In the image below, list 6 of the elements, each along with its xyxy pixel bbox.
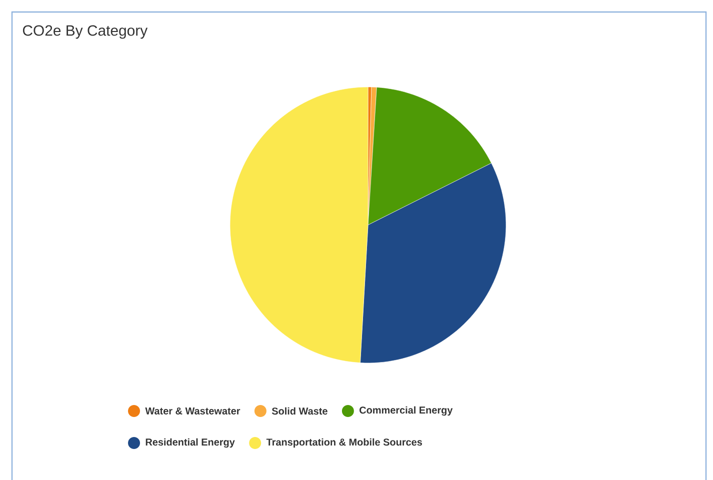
legend-label: Solid Waste [272,407,328,415]
legend-label: Water & Wastewater [145,407,240,414]
chart-title: CO2e By Category [22,25,148,39]
legend-label: Transportation & Mobile Sources [266,438,422,448]
legend-label: Residential Energy [146,438,235,448]
legend-label: Commercial Energy [360,406,453,416]
